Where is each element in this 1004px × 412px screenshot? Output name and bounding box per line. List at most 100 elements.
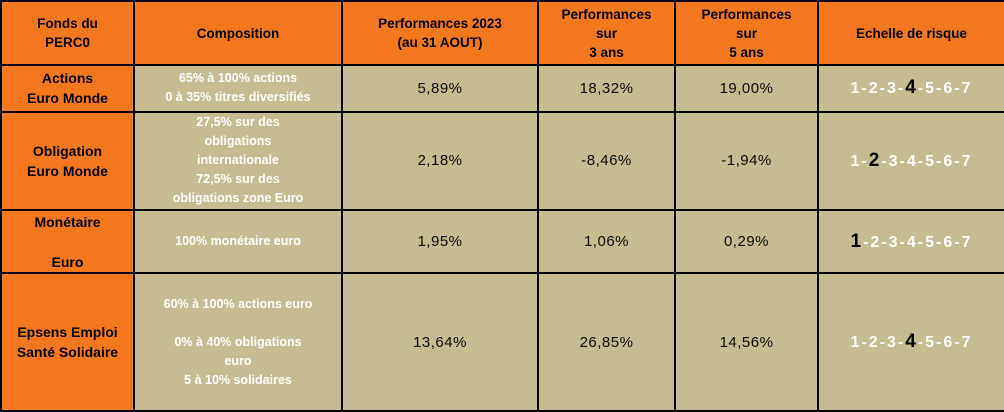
composition-line: 5 à 10% solidaires (184, 372, 292, 387)
risk-level-active: 4 (905, 77, 918, 99)
risk-separator: - (861, 334, 869, 351)
risk-separator: - (899, 233, 907, 251)
header-row: Fonds du PERC0 Composition Performances … (0, 0, 1004, 66)
fund-name-line: Obligation (32, 142, 103, 159)
risk-separator: - (936, 233, 944, 251)
risk-level: 7 (961, 80, 973, 98)
perf-3ans-cell: -8,46% (537, 110, 676, 212)
risk-level: 7 (961, 233, 973, 251)
row-monetaire-euro: Monétaire Euro 100% monétaire euro 1,95%… (0, 209, 1004, 274)
risk-separator: - (897, 334, 906, 351)
perf-5ans-cell: 0,29% (674, 209, 819, 274)
fund-name-line: Santé Solidaire (16, 344, 119, 360)
risk-separator: - (861, 152, 869, 170)
risk-level: 2 (868, 80, 880, 98)
header-line: (au 31 AOUT) (397, 35, 483, 50)
composition-line: obligations zone Euro (172, 191, 304, 206)
composition-line: 100% monétaire euro (175, 234, 301, 249)
risk-separator: - (954, 152, 962, 170)
risk-level: 7 (961, 334, 973, 351)
risk-level: 6 (943, 80, 955, 98)
header-line: Fonds du (37, 16, 98, 31)
risk-separator: - (881, 233, 889, 251)
composition-line: 72,5% sur des (196, 172, 280, 187)
header-line: 5 ans (729, 44, 764, 60)
composition-cell: 27,5% sur des obligations internationale… (133, 110, 343, 212)
risk-level: 5 (925, 334, 937, 351)
risk-level: 5 (925, 233, 937, 251)
risk-level-active: 2 (868, 149, 882, 171)
risk-level: 4 (906, 233, 918, 251)
fund-name-line (4, 232, 131, 252)
composition-line (137, 314, 339, 333)
header-line: Echelle de risque (855, 25, 968, 41)
composition-line: internationale (197, 153, 279, 168)
risk-level-active: 4 (905, 331, 918, 352)
risk-separator: - (917, 80, 926, 98)
risk-separator: - (861, 80, 869, 98)
header-line: 3 ans (589, 44, 624, 60)
fund-name-cell: Obligation Euro Monde (0, 110, 135, 212)
fund-name-line: Euro Monde (27, 162, 108, 179)
composition-line: obligations (204, 134, 272, 149)
risk-scale-cell: 1-2-3-4-5-6-7 (817, 272, 1004, 412)
fund-name-line: Euro (51, 253, 84, 270)
risk-level: 1 (850, 334, 862, 351)
col-header-echelle-risque: Echelle de risque (817, 0, 1004, 66)
risk-separator: - (917, 334, 926, 351)
risk-separator: - (936, 152, 944, 170)
risk-separator: - (863, 233, 871, 251)
col-header-fonds-perco: Fonds du PERC0 (0, 0, 135, 66)
risk-level: 6 (943, 152, 955, 170)
risk-scale-cell: 1-2-3-4-5-6-7 (817, 64, 1004, 113)
perf-2023-cell: 5,89% (341, 64, 539, 113)
risk-separator: - (936, 80, 944, 98)
perf-3ans-cell: 18,32% (537, 64, 676, 113)
risk-separator: - (917, 152, 926, 170)
perf-5ans-cell: 19,00% (674, 64, 819, 113)
perf-3ans-cell: 26,85% (537, 272, 676, 412)
risk-separator: - (879, 80, 887, 98)
risk-separator: - (897, 80, 906, 98)
composition-line: 0 à 35% titres diversifiés (165, 90, 311, 105)
header-line: PERC0 (44, 35, 90, 50)
composition-line: 0% à 40% obligations (174, 334, 302, 349)
perf-2023-cell: 2,18% (341, 110, 539, 212)
perf-3ans-cell: 1,06% (537, 209, 676, 274)
fund-name-cell: Monétaire Euro (0, 209, 135, 274)
risk-separator: - (917, 233, 926, 251)
risk-separator: - (881, 152, 889, 170)
fund-name-cell: Actions Euro Monde (0, 64, 135, 113)
col-header-composition: Composition (133, 0, 343, 66)
risk-level: 4 (906, 152, 918, 170)
risk-level: 1 (850, 152, 862, 170)
header-line: sur (595, 25, 617, 41)
composition-cell: 100% monétaire euro (133, 209, 343, 274)
col-header-perf-3ans: Performances sur 3 ans (537, 0, 676, 66)
fund-name-line: Euro Monde (27, 90, 108, 107)
composition-line: 27,5% sur des (196, 115, 280, 130)
header-line: Performances (561, 6, 652, 22)
risk-level: 6 (943, 334, 955, 351)
risk-scale-cell: 1-2-3-4-5-6-7 (817, 110, 1004, 212)
risk-level: 2 (870, 233, 882, 251)
perf-5ans-cell: 14,56% (674, 272, 819, 412)
risk-level: 3 (886, 80, 898, 98)
perf-5ans-cell: -1,94% (674, 110, 819, 212)
header-line: Composition (196, 25, 280, 41)
composition-line: 65% à 100% actions (178, 71, 298, 86)
risk-level: 5 (925, 152, 937, 170)
risk-level: 2 (868, 334, 880, 351)
header-line: Performances 2023 (378, 16, 502, 31)
risk-separator: - (954, 334, 962, 351)
composition-line: 60% à 100% actions euro (163, 296, 313, 311)
risk-level: 6 (943, 233, 955, 251)
risk-level: 3 (888, 233, 900, 251)
row-obligation-euro-monde: Obligation Euro Monde 27,5% sur des obli… (0, 110, 1004, 212)
risk-separator: - (954, 80, 962, 98)
header-line: sur (735, 25, 757, 41)
risk-separator: - (899, 152, 907, 170)
header-line: Performances (701, 6, 792, 22)
